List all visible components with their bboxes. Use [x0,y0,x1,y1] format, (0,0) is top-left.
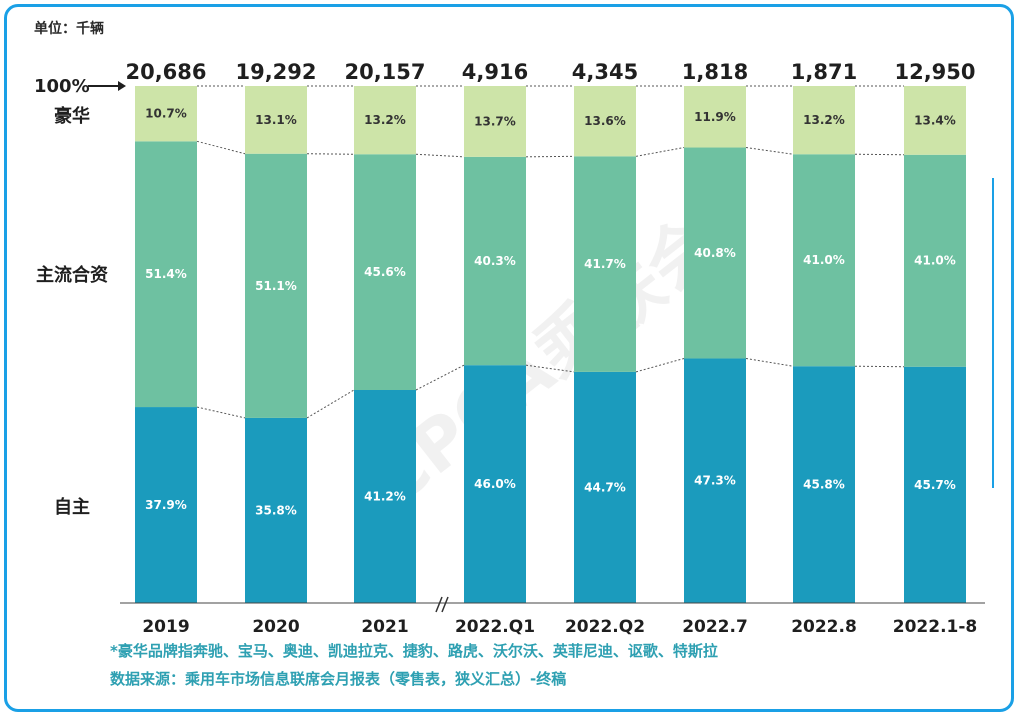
total-label-2: 20,157 [344,60,425,84]
x-tick-label-1: 2020 [252,617,299,637]
bar-luxury-3 [464,86,526,157]
total-label-4: 4,345 [572,60,638,84]
connector-line-3-0 [525,364,575,373]
total-label-3: 4,916 [462,60,528,84]
total-label-6: 1,871 [791,60,857,84]
bar-joint-venture-4 [574,156,636,372]
connector-line-1-1 [306,153,355,155]
data-label-luxury-2: 13.2% [364,113,406,127]
x-tick-label-3: 2022.Q1 [455,617,535,637]
data-label-joint-venture-0: 51.4% [145,267,187,281]
bar-joint-venture-0 [135,141,197,408]
bar-domestic-2 [354,389,416,603]
total-label-5: 1,818 [682,60,748,84]
data-label-domestic-0: 37.9% [145,498,187,512]
bar-luxury-1 [245,86,307,154]
connector-line-3-1 [525,155,575,158]
axis-break-mark-2 [441,596,449,613]
connector-line-4-1 [635,147,685,157]
arrow-head [118,81,126,91]
bar-joint-venture-1 [245,153,307,418]
connector-line-2-0 [415,364,465,391]
footnote-luxury-brands: *豪华品牌指奔驰、宝马、奥迪、凯迪拉克、捷豹、路虎、沃尔沃、英菲尼迪、讴歌、特斯… [110,642,718,660]
connector-line-2-1 [415,153,465,158]
data-label-domestic-7: 45.7% [914,478,956,492]
connector-line-0-0 [196,406,246,419]
bar-domestic-1 [245,417,307,603]
bar-joint-venture-6 [793,154,855,367]
row-label-joint-venture: 主流合资 [36,264,108,286]
bar-luxury-2 [354,86,416,155]
data-label-luxury-7: 13.4% [914,113,956,127]
data-label-joint-venture-6: 41.0% [803,253,845,267]
data-label-luxury-6: 13.2% [803,113,845,127]
bar-domestic-4 [574,371,636,603]
x-tick-label-0: 2019 [142,617,189,637]
data-label-joint-venture-5: 40.8% [694,246,736,260]
bar-luxury-0 [135,86,197,142]
data-label-joint-venture-7: 41.0% [914,254,956,268]
connector-line-1-0 [306,389,355,419]
bar-joint-venture-2 [354,154,416,390]
total-label-7: 12,950 [894,60,975,84]
data-label-joint-venture-4: 41.7% [584,257,626,271]
connector-line-6-0 [854,365,905,368]
data-label-luxury-4: 13.6% [584,114,626,128]
bar-domestic-7 [904,366,966,603]
x-tick-label-5: 2022.7 [682,617,748,637]
bar-domestic-5 [684,358,746,603]
bar-domestic-3 [464,365,526,603]
data-label-domestic-5: 47.3% [694,474,736,488]
top-axis-label: 100% [34,76,90,97]
data-label-luxury-1: 13.1% [255,113,297,127]
row-label-domestic: 自主 [54,496,90,518]
x-tick-label-4: 2022.Q2 [565,617,645,637]
axis-break-mark-1 [435,596,443,613]
connector-line-0-1 [196,140,246,155]
bar-luxury-7 [904,86,966,155]
bar-domestic-0 [135,407,197,603]
connector-line-5-1 [745,147,794,155]
x-tick-label-6: 2022.8 [791,617,857,637]
x-tick-label-7: 2022.1-8 [893,617,978,637]
connector-line-6-1 [854,153,905,156]
x-tick-label-2: 2021 [361,617,408,637]
data-label-domestic-4: 44.7% [584,480,626,494]
bar-domestic-6 [793,366,855,603]
bar-luxury-4 [574,86,636,157]
connector-line-5-0 [745,357,794,367]
total-label-1: 19,292 [235,60,316,84]
data-label-joint-venture-2: 45.6% [364,265,406,279]
row-label-luxury: 豪华 [54,105,90,127]
connector-line-4-0 [635,357,685,373]
bar-joint-venture-3 [464,156,526,366]
data-label-luxury-3: 13.7% [474,114,516,128]
data-label-joint-venture-3: 40.3% [474,254,516,268]
data-label-domestic-1: 35.8% [255,503,297,517]
data-label-joint-venture-1: 51.1% [255,279,297,293]
bar-luxury-6 [793,86,855,155]
bar-luxury-5 [684,86,746,148]
data-label-domestic-2: 41.2% [364,489,406,503]
unit-label: 单位：千辆 [34,21,104,37]
bar-joint-venture-5 [684,147,746,359]
data-label-domestic-3: 46.0% [474,477,516,491]
total-label-0: 20,686 [125,60,206,84]
data-label-luxury-5: 11.9% [694,110,736,124]
bar-joint-venture-7 [904,154,966,367]
footnote-data-source: 数据来源：乘用车市场信息联席会月报表（零售表，狭义汇总）-终稿 [110,670,567,688]
data-label-domestic-6: 45.8% [803,478,845,492]
data-label-luxury-0: 10.7% [145,107,187,121]
